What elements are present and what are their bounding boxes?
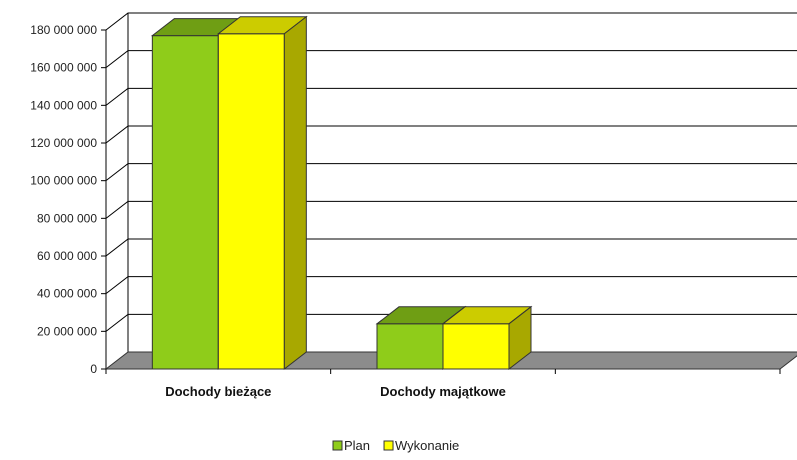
category-label: Dochody majątkowe: [380, 384, 506, 399]
category-label: Dochody bieżące: [165, 384, 271, 399]
y-tick-label: 80 000 000: [37, 211, 97, 225]
bar-wykonanie-2: [441, 305, 533, 371]
gridline: [105, 50, 797, 69]
y-tick-label: 20 000 000: [37, 324, 97, 338]
gridline: [105, 276, 797, 295]
gridlines: [105, 12, 797, 332]
bar-side: [508, 305, 532, 371]
legend-label-wykonanie: Wykonanie: [395, 438, 459, 453]
y-tick-label: 180 000 000: [30, 23, 97, 37]
bar-side: [283, 15, 307, 371]
gridline: [105, 163, 797, 182]
y-tick-label: 100 000 000: [30, 174, 97, 188]
legend-swatch-wykonanie: [383, 440, 394, 451]
bar-front: [442, 323, 510, 370]
category-labels: Dochody bieżące Dochody majątkowe: [105, 369, 781, 399]
legend-swatch-plan: [332, 440, 343, 451]
y-tick-label: 160 000 000: [30, 61, 97, 75]
legend-label-plan: Plan: [344, 438, 370, 453]
gridline: [105, 87, 797, 106]
gridline: [105, 12, 797, 31]
bar-wykonanie-1: [216, 15, 308, 371]
gridline: [105, 200, 797, 219]
y-tick-labels: 0 20 000 000 40 000 000 60 000 000 80 000 00…: [30, 23, 106, 376]
gridline: [105, 125, 797, 144]
legend: Plan Wykonanie: [332, 438, 459, 453]
y-tick-label: 0: [90, 362, 97, 376]
y-tick-label: 60 000 000: [37, 249, 97, 263]
bars: [150, 15, 533, 371]
y-tick-label: 40 000 000: [37, 287, 97, 301]
y-tick-label: 120 000 000: [30, 136, 97, 150]
gridline: [105, 313, 797, 332]
bar-front: [376, 323, 444, 370]
bar-front: [217, 33, 285, 370]
y-tick-label: 140 000 000: [30, 98, 97, 112]
gridline: [105, 238, 797, 257]
bar-front: [151, 35, 219, 370]
